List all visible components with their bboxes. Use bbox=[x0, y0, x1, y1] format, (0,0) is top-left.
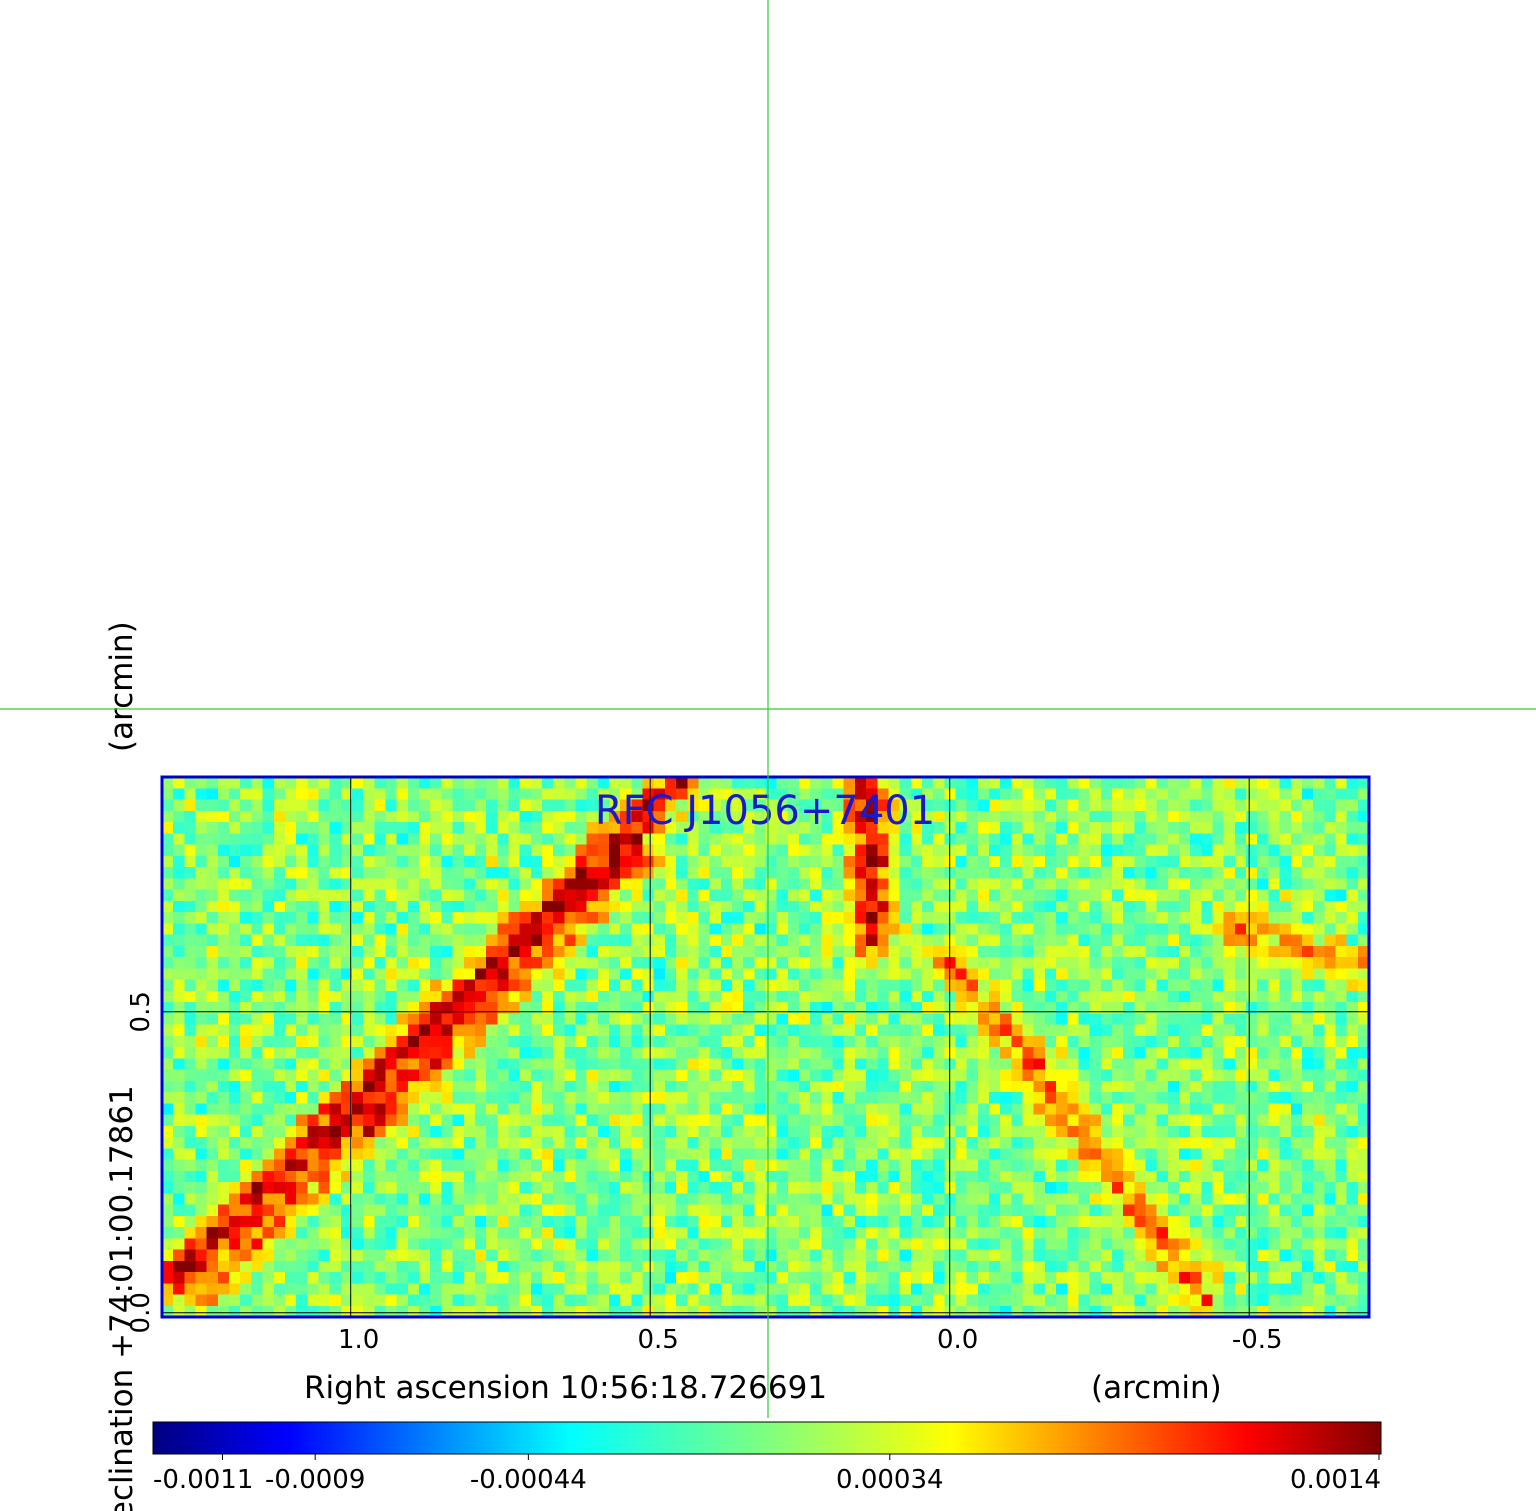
colorbar-tick-label: -0.0009 bbox=[265, 1465, 365, 1495]
x-axis-unit: (arcmin) bbox=[1091, 1370, 1222, 1406]
plot-frame bbox=[160, 775, 1371, 1319]
colorbar-tick-label: -0.00044 bbox=[470, 1465, 587, 1495]
x-tick-label: 0.5 bbox=[638, 1325, 679, 1355]
x-tick-label: -0.5 bbox=[1232, 1325, 1283, 1355]
x-tick-label: 1.0 bbox=[338, 1325, 379, 1355]
x-tick-labels: 1.0 0.5 0.0 -0.5 bbox=[338, 1325, 1283, 1355]
colorbar bbox=[152, 1421, 1382, 1455]
x-tick-label: 0.0 bbox=[937, 1325, 978, 1355]
colorbar-tick-label: 0.00034 bbox=[836, 1465, 944, 1495]
colorbar-tick-label: 0.0014 bbox=[1290, 1465, 1381, 1495]
y-tick-label: 0.5 bbox=[126, 991, 156, 1032]
sky-intensity-image bbox=[162, 777, 1369, 1317]
chart-title: RFC J1056+7401 bbox=[595, 788, 935, 834]
y-axis-label: Declination +74:01:00.17861 bbox=[104, 1085, 140, 1511]
y-tick-labels: 0.0 0.5 bbox=[126, 991, 156, 1333]
colorbar-tick-label: -0.0011 bbox=[153, 1465, 253, 1495]
coordinate-grid bbox=[162, 777, 1369, 1317]
x-axis-label: Right ascension 10:56:18.726691 bbox=[304, 1370, 827, 1406]
colorbar-ticks: -0.0011 -0.0009 -0.00044 0.00034 0.0014 bbox=[153, 1454, 1381, 1495]
y-axis-unit: (arcmin) bbox=[104, 621, 140, 752]
y-tick-label: 0.0 bbox=[126, 1292, 156, 1333]
